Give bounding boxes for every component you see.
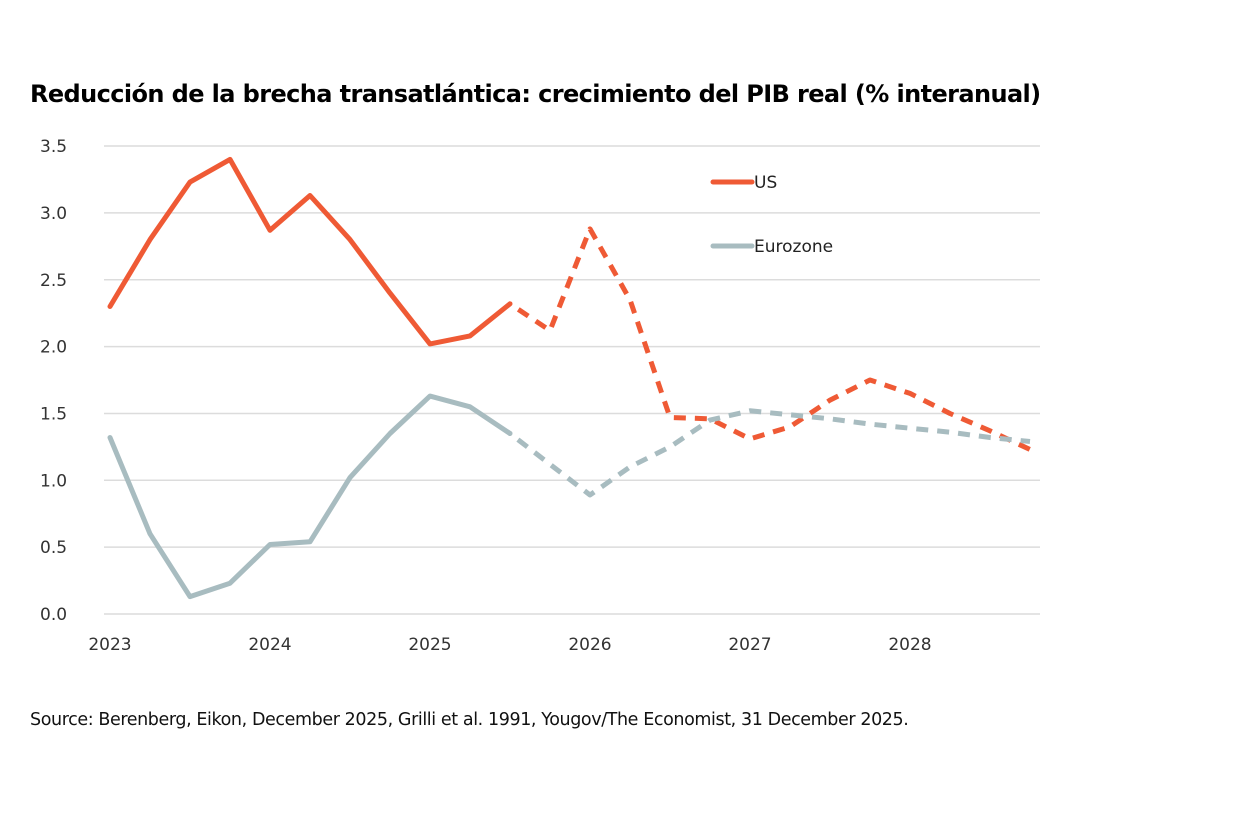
us-data-point xyxy=(1028,447,1033,452)
us-data-point xyxy=(108,304,113,309)
us-data-point xyxy=(428,341,433,346)
gridlines xyxy=(104,145,1040,615)
chart-title: Reducción de la brecha transatlántica: c… xyxy=(30,80,1041,108)
eurozone-data-point xyxy=(628,464,633,469)
y-tick-label: 1.5 xyxy=(40,404,67,424)
eurozone-data-point xyxy=(308,539,313,544)
y-tick-label: 0.5 xyxy=(40,538,67,558)
us-data-point xyxy=(908,391,913,396)
eurozone-data-point xyxy=(988,435,993,440)
us-data-point xyxy=(188,180,193,185)
eurozone-data-point xyxy=(388,431,393,436)
y-tick-label: 3.5 xyxy=(40,137,67,157)
us-data-point xyxy=(828,398,833,403)
eurozone-data-point xyxy=(708,418,713,423)
us-data-point xyxy=(548,328,553,333)
series-lines xyxy=(107,156,1033,600)
eurozone-data-point xyxy=(828,416,833,421)
us-data-point xyxy=(348,237,353,242)
us-legend-label: US xyxy=(754,173,777,193)
eurozone-data-point xyxy=(508,431,513,436)
eurozone-data-point xyxy=(348,475,353,480)
legend-item-us: US xyxy=(710,173,777,193)
us-line-actual xyxy=(107,156,513,347)
eurozone-data-point xyxy=(108,435,113,440)
x-axis-ticks: 2023 2024 2025 2026 2027 2028 xyxy=(88,635,931,655)
x-tick-label: 2023 xyxy=(88,635,131,655)
us-data-point xyxy=(948,411,953,416)
eurozone-data-point xyxy=(748,408,753,413)
x-tick-label: 2024 xyxy=(248,635,291,655)
eurozone-data-point xyxy=(1028,439,1033,444)
us-data-point xyxy=(508,301,513,306)
us-data-point xyxy=(388,291,393,296)
eurozone-line-actual xyxy=(107,393,513,600)
us-data-point xyxy=(588,226,593,231)
x-tick-label: 2025 xyxy=(408,635,451,655)
us-data-point xyxy=(628,297,633,302)
us-data-point xyxy=(228,157,233,162)
eurozone-data-point xyxy=(908,426,913,431)
eurozone-data-point xyxy=(948,430,953,435)
us-data-point xyxy=(868,378,873,383)
us-data-point xyxy=(268,228,273,233)
us-data-point xyxy=(668,415,673,420)
eurozone-data-point xyxy=(268,542,273,547)
eurozone-data-point xyxy=(668,444,673,449)
legend-item-eurozone: Eurozone xyxy=(710,237,833,257)
y-tick-label: 3.0 xyxy=(40,204,67,224)
us-data-point xyxy=(748,436,753,441)
y-tick-label: 2.5 xyxy=(40,271,67,291)
eurozone-data-point xyxy=(188,594,193,599)
eurozone-data-point xyxy=(228,581,233,586)
legend: US Eurozone xyxy=(710,173,833,257)
eurozone-data-point xyxy=(428,394,433,399)
us-data-point xyxy=(148,237,153,242)
y-tick-label: 0.0 xyxy=(40,605,67,625)
eurozone-line-forecast xyxy=(508,408,1031,498)
eurozone-data-point xyxy=(588,493,593,498)
eurozone-data-point xyxy=(788,412,793,417)
us-data-point xyxy=(308,193,313,198)
x-tick-label: 2028 xyxy=(888,635,931,655)
eurozone-legend-label: Eurozone xyxy=(754,237,833,257)
us-data-point xyxy=(988,428,993,433)
eurozone-data-point xyxy=(468,404,473,409)
eurozone-data-point xyxy=(868,422,873,427)
eurozone-data-point xyxy=(148,531,153,536)
eurozone-data-point xyxy=(548,462,553,467)
x-tick-label: 2026 xyxy=(568,635,611,655)
source-note: Source: Berenberg, Eikon, December 2025,… xyxy=(30,710,909,730)
y-axis-ticks: 0.0 0.5 1.0 1.5 2.0 2.5 3.0 3.5 xyxy=(40,137,67,625)
us-data-point xyxy=(468,333,473,338)
y-tick-label: 1.0 xyxy=(40,471,67,491)
us-data-point xyxy=(788,424,793,429)
us-line-forecast xyxy=(508,226,1032,452)
x-tick-label: 2027 xyxy=(728,635,771,655)
y-tick-label: 2.0 xyxy=(40,338,67,358)
